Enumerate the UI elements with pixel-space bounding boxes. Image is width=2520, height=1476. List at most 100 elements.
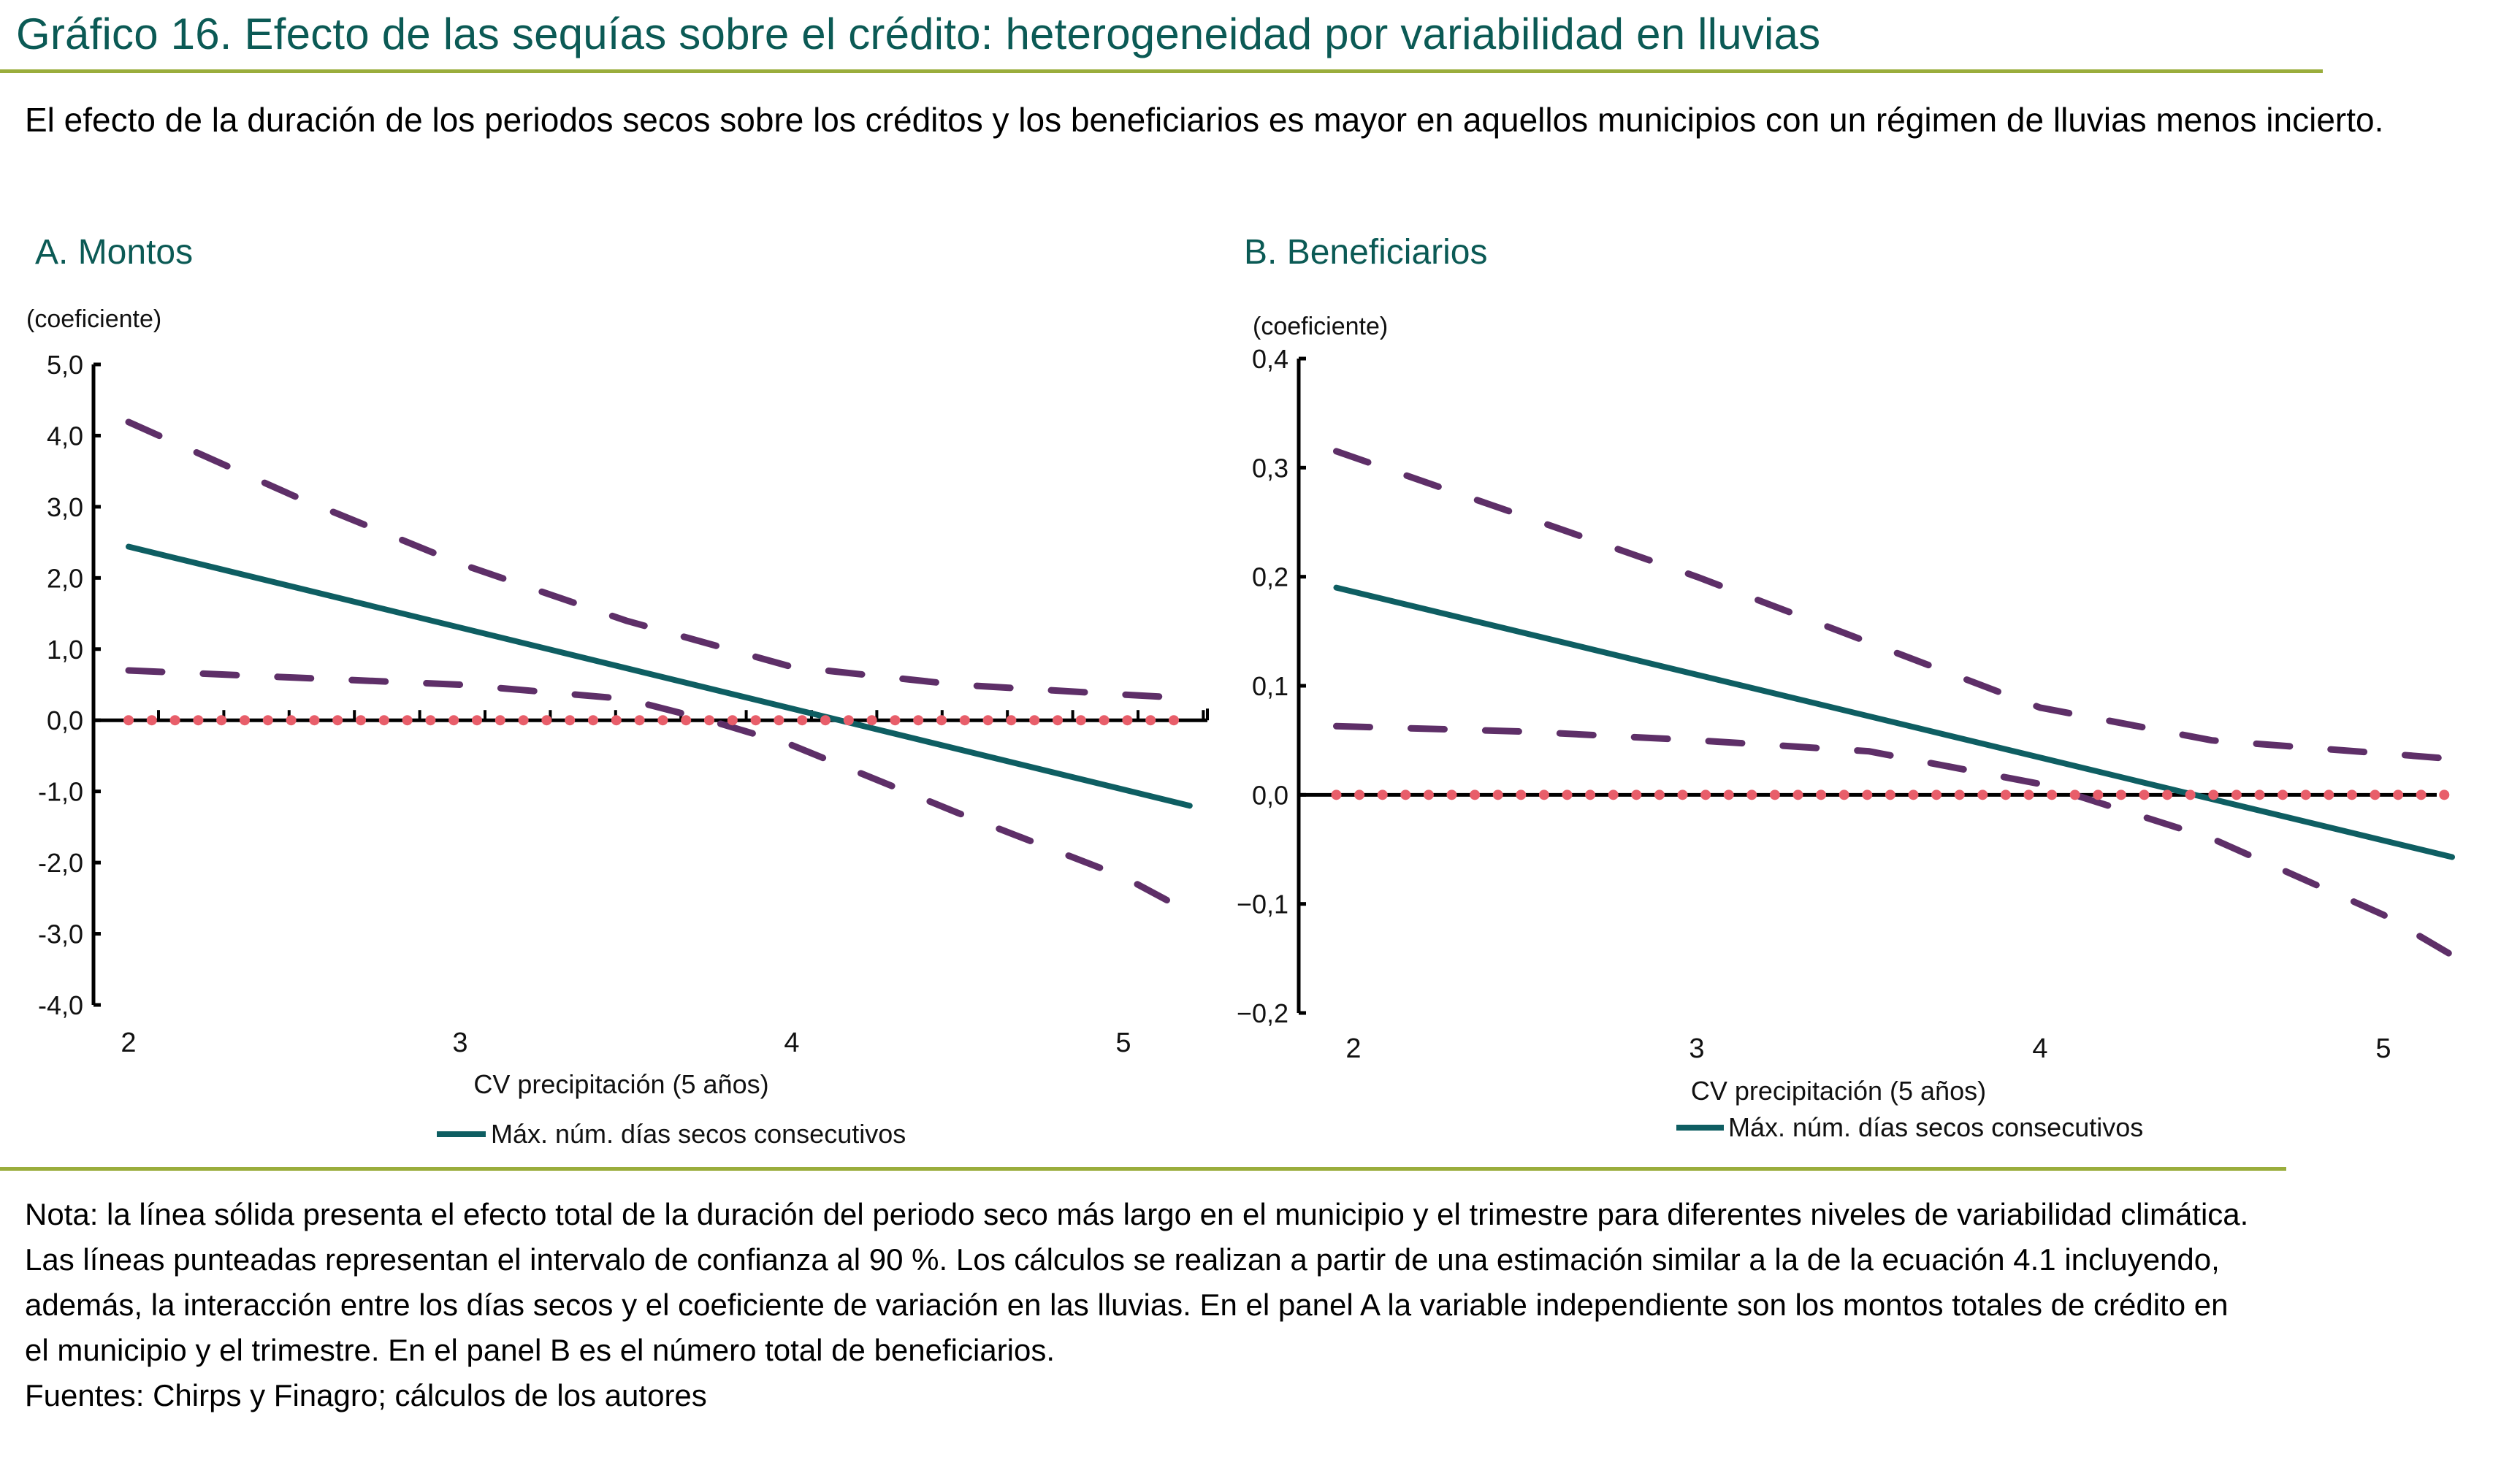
panel-b-zero-dot [2093,789,2104,800]
panel-b-zero-dot [1492,789,1503,800]
panel-b-zero-dot [2439,789,2450,800]
note-line-3: además, la interacción entre los días se… [25,1288,2229,1322]
panel-b-zero-dot [1746,789,1757,800]
panel-b-zero-dot [1400,789,1411,800]
panel-b-zero-dot [1700,789,1711,800]
panel-b-zero-dot [1954,789,1965,800]
panel-a-zero-dot [959,715,970,726]
panel-b-zero-dot [1908,789,1919,800]
panel-b-x-tick-label: 2 [1345,1033,1361,1064]
sources-line: Fuentes: Chirps y Finagro; cálculos de l… [25,1378,707,1412]
panel-a-y-tick-label: -4,0 [38,990,83,1020]
panel-a-zero-dot [402,715,413,726]
panel-b-zero-dot [1723,789,1734,800]
panel-a-zero-dot [611,715,622,726]
panel-b-series-dashed-1 [1333,448,2456,762]
panel-a-zero-dot [866,715,877,726]
panel-b-zero-dot [2393,789,2404,800]
panel-b-zero-dot [2162,789,2173,800]
panel-b-zero-dot [2277,789,2288,800]
panel-b-series-dashed-2 [1333,722,2456,959]
panel-b-series-solid-0 [1333,584,2455,860]
panel-b-zero-dot [1470,789,1481,800]
panel-a-zero-dot [425,715,436,726]
panel-a-zero-dot [332,715,343,726]
panel-b-zero-dot [2115,789,2126,800]
panel-a-zero-dot [936,715,947,726]
panel-a-zero-dot [216,715,227,726]
panel-a-series-solid-0 [126,543,1193,809]
panel-b-zero-dot [1538,789,1549,800]
panel-b-zero-dot [1677,789,1688,800]
panel-a-y-tick-label: 1,0 [47,635,83,665]
panel-a-legend-label: Máx. núm. días secos consecutivos [491,1119,906,1149]
panel-b-zero-dot [2416,789,2427,800]
panel-b-x-tick-label: 4 [2032,1033,2047,1064]
panel-a-y-tick-label: 4,0 [47,421,83,451]
panel-a-zero-dot [378,715,389,726]
panel-b-title: B. Beneficiarios [1244,233,1488,272]
note-line-2: Las líneas punteadas representan el inte… [25,1242,2220,1277]
panel-b-zero-dot [1562,789,1573,800]
panel-b-x-tick-label: 3 [1689,1033,1704,1064]
panel-b-y-tick-label: −0,2 [1237,998,1288,1028]
panel-a-zero-dot [588,715,598,726]
panel-a-series-dashed-1 [125,418,1194,702]
panel-b-zero-dot [1354,789,1365,800]
panel-a-zero-dot [750,715,761,726]
panel-a-zero-dot [704,715,714,726]
panel-b-zero-dot [1516,789,1527,800]
panel-a-zero-dot [634,715,645,726]
panel-b-zero-dot [1792,789,1803,800]
panel-b-zero-dot [1585,789,1596,800]
panel-a-zero-dot [472,715,482,726]
panel-a-zero-dot [681,715,692,726]
panel-b-zero-dot [1446,789,1457,800]
panel-b-zero-dot [1377,789,1388,800]
panel-b-zero-dot [1631,789,1642,800]
panel-b-zero-dot [2069,789,2080,800]
panel-a-y-tick-label: -1,0 [38,777,83,807]
panel-b-zero-dot [2231,789,2242,800]
panel-a-y-tick-label: -3,0 [38,919,83,949]
panel-b-y-tick-label: 0,2 [1252,562,1288,592]
panel-a-zero-dot [286,715,297,726]
chart-subtitle: El efecto de la duración de los periodos… [25,101,2384,139]
panel-a-zero-dot [774,715,784,726]
panel-b-zero-dot [1769,789,1780,800]
panel-b-zero-dot [1862,789,1873,800]
panel-b-zero-dot [2185,789,2196,800]
panel-a-x-tick-label: 2 [121,1028,136,1058]
panel-b-zero-dot [2000,789,2011,800]
title-divider [0,69,2323,73]
panel-a-zero-dot [123,715,134,726]
panel-a-zero-dot [843,715,854,726]
panel-a-y-tick-label: 5,0 [47,350,83,380]
panel-a-zero-dot [1099,715,1110,726]
panel-a-x-tick-label: 3 [452,1028,467,1058]
panel-a-y-unit: (coeficiente) [26,305,162,333]
panel-a-zero-dot [240,715,250,726]
note-line-4: el municipio y el trimestre. En el panel… [25,1333,1055,1367]
panel-a-zero-dot [820,715,831,726]
chart-title: Gráfico 16. Efecto de las sequías sobre … [16,9,1821,58]
panel-a-zero-dot [1029,715,1040,726]
panel-a-zero-dot [193,715,204,726]
panel-a-zero-dot [1075,715,1086,726]
panel-b-y-tick-label: −0,1 [1237,890,1288,919]
panel-b-x-tick-label: 5 [2375,1033,2391,1064]
panel-a-zero-dot [1122,715,1133,726]
panel-a-zero-dot [262,715,273,726]
panel-a-title: A. Montos [35,233,194,272]
note-line-1: Nota: la línea sólida presenta el efecto… [25,1197,2249,1231]
panel-b-zero-dot [1654,789,1665,800]
panel-b-zero-dot [1608,789,1619,800]
panel-a-zero-dot [169,715,180,726]
panel-a-y-tick-label: 3,0 [47,492,83,522]
panel-a-zero-dot [565,715,576,726]
panel-a-zero-dot [1145,715,1156,726]
panel-b-zero-dot [1839,789,1849,800]
panel-a-zero-dot [727,715,738,726]
panel-a-zero-dot [797,715,808,726]
panel-b-zero-dot [1977,789,1988,800]
